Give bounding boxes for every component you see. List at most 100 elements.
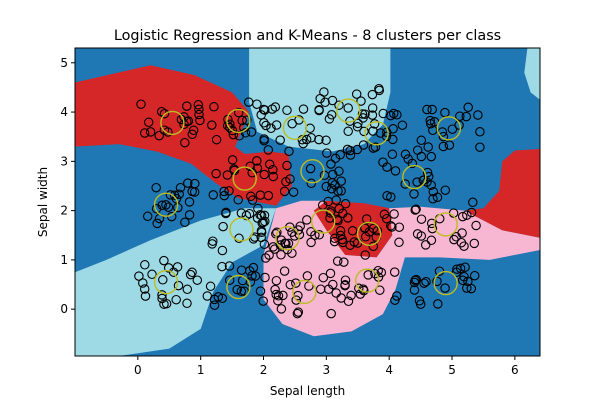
data-point [359, 126, 369, 137]
data-point [422, 167, 433, 178]
data-point [174, 189, 184, 199]
data-point [306, 237, 316, 248]
data-point [268, 164, 278, 175]
x-tick-label: 3 [323, 363, 331, 377]
x-axis-ticks: 0 1 2 3 4 5 6 [134, 356, 519, 377]
data-point [449, 234, 459, 245]
data-point [390, 166, 401, 176]
data-point [158, 275, 168, 285]
data-point [440, 185, 451, 195]
data-point [367, 103, 378, 113]
data-point [264, 250, 274, 260]
data-point [335, 230, 346, 241]
data-point [334, 166, 344, 176]
data-point [351, 89, 362, 99]
cluster-center-3 [336, 98, 361, 123]
data-point [416, 135, 427, 146]
data-point [208, 190, 219, 200]
data-point [451, 267, 462, 278]
data-point [183, 178, 193, 188]
x-tick-label: 5 [448, 363, 456, 377]
data-point [457, 228, 467, 238]
cluster-center-4 [364, 121, 389, 146]
data-point [273, 295, 283, 306]
data-point [285, 174, 295, 184]
data-point [326, 308, 336, 319]
data-point [367, 110, 378, 120]
data-point [233, 107, 244, 118]
data-point [327, 95, 338, 106]
data-point [444, 140, 455, 150]
cluster-center-0 [160, 110, 185, 136]
data-point [187, 129, 198, 140]
data-point [335, 226, 346, 236]
data-point [335, 150, 345, 160]
data-points [134, 83, 485, 319]
data-point [140, 260, 150, 270]
data-point [232, 284, 242, 295]
data-point [409, 277, 420, 288]
data-point [180, 217, 190, 228]
data-point [457, 211, 468, 222]
data-point [421, 276, 431, 287]
data-point [392, 110, 402, 120]
data-point [173, 280, 184, 291]
data-point [279, 186, 290, 197]
data-point [400, 149, 411, 160]
data-point [224, 261, 235, 271]
data-point [319, 87, 329, 97]
data-point [302, 215, 312, 225]
data-point [325, 208, 336, 218]
data-point [175, 182, 186, 193]
data-point [462, 283, 472, 293]
data-point [182, 101, 192, 111]
data-point [293, 307, 304, 317]
y-axis-label: Sepal width [36, 167, 50, 237]
cluster-centers [153, 98, 462, 305]
data-point [427, 223, 438, 234]
data-point [475, 127, 485, 137]
data-point [291, 278, 301, 288]
data-point [236, 265, 247, 275]
data-point [394, 237, 404, 248]
region-red-5 [464, 149, 540, 238]
cluster-center-2 [282, 115, 308, 141]
data-point [256, 110, 266, 120]
data-point [378, 108, 388, 119]
data-point [278, 290, 288, 301]
data-point [279, 266, 290, 276]
data-point [314, 104, 324, 115]
data-point [363, 270, 373, 280]
data-point [195, 115, 205, 126]
data-point [234, 131, 245, 141]
cluster-center-12 [311, 209, 336, 234]
data-point [387, 149, 398, 160]
data-point [260, 216, 270, 227]
data-point [463, 102, 473, 113]
data-point [426, 235, 437, 246]
data-point [334, 100, 344, 110]
data-point [419, 278, 429, 288]
data-point [422, 104, 432, 115]
cluster-center-11 [275, 225, 300, 251]
data-point [306, 227, 316, 237]
data-point [187, 186, 197, 197]
data-point [416, 151, 427, 162]
cluster-center-10 [229, 217, 254, 242]
data-point [414, 296, 425, 306]
data-point [409, 285, 420, 295]
data-point [143, 117, 154, 128]
data-point [259, 239, 270, 250]
data-point [271, 289, 281, 300]
data-point [412, 177, 422, 187]
data-point [285, 279, 296, 290]
data-point [275, 135, 285, 145]
data-point [159, 255, 169, 266]
data-point [268, 171, 279, 182]
data-point [259, 169, 270, 180]
data-point [154, 130, 164, 141]
data-point [426, 218, 437, 229]
data-point [462, 210, 472, 220]
data-point [332, 214, 342, 225]
cluster-center-1 [226, 108, 251, 134]
